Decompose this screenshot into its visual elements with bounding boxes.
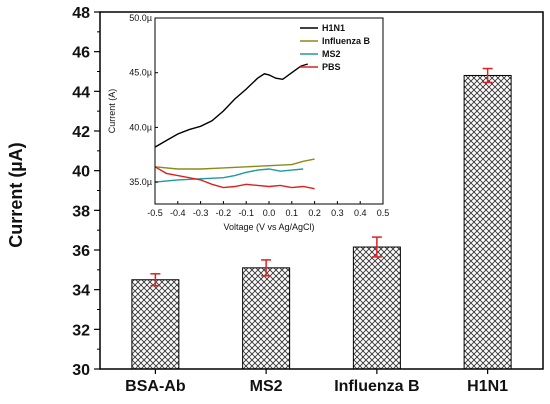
legend-label: H1N1 <box>322 23 345 33</box>
legend-label: Influenza B <box>322 36 371 46</box>
inset-x-tick-label: 0.3 <box>331 208 344 218</box>
inset-y-tick-label: 40.0µ <box>129 122 152 132</box>
main-axes: BSA-Ab MS2 Influenza B H1N1 30 32 34 36 38 40 42 44… <box>72 5 544 395</box>
inset-x-tick-label: 0.4 <box>354 208 367 218</box>
legend-label: PBS <box>322 62 341 72</box>
inset-x-tick-label: 0.1 <box>286 208 299 218</box>
bar-ms2 <box>242 267 291 370</box>
bar-influenza-b <box>352 246 401 370</box>
y-tick-label: 34 <box>72 283 90 300</box>
inset-x-tick-label: -0.5 <box>147 208 163 218</box>
inset-x-axis-label: Voltage (V vs Ag/AgCl) <box>223 222 314 232</box>
main-y-axis-label: Current (µA) <box>6 142 26 247</box>
y-tick-label: 32 <box>72 322 90 339</box>
inset-chart-background <box>155 18 383 204</box>
inset-x-tick-label: 0.2 <box>308 208 321 218</box>
y-tick-label: 40 <box>72 164 90 181</box>
inset-x-tick-label: -0.1 <box>238 208 254 218</box>
bar-bsa-ab <box>131 279 180 370</box>
y-tick-label: 36 <box>72 243 90 260</box>
x-tick-label: Influenza B <box>334 378 419 395</box>
inset-axes: -0.5 -0.4 -0.3 -0.2 -0.1 0.0 0.1 0.2 0.3 0.4 0.5 35… <box>129 13 389 218</box>
series-line-ms2 <box>154 168 304 183</box>
inset-x-tick-label: 0.0 <box>263 208 276 218</box>
inset-legend: H1N1 Influenza B MS2 PBS <box>300 23 371 72</box>
y-tick-label: 42 <box>72 124 90 141</box>
error-bar <box>482 67 493 84</box>
series-line-h1n1 <box>154 63 309 148</box>
inset-y-axis-label: Current (A) <box>107 89 117 134</box>
x-tick-label: MS2 <box>250 378 283 395</box>
inset-x-tick-label: -0.2 <box>216 208 232 218</box>
inset-x-tick-label: -0.3 <box>193 208 209 218</box>
bar-h1n1 <box>463 74 512 370</box>
inset-x-tick-label: -0.4 <box>170 208 186 218</box>
inset-y-tick-label: 45.0µ <box>129 68 152 78</box>
error-bar <box>371 236 382 258</box>
legend-entry: MS2 <box>300 49 341 59</box>
error-bar <box>150 273 161 287</box>
legend-entry: H1N1 <box>300 23 345 33</box>
y-tick-label: 38 <box>72 203 90 220</box>
error-bar <box>261 259 272 277</box>
legend-label: MS2 <box>322 49 341 59</box>
series-line-influenza-b <box>154 158 315 170</box>
inset-y-tick-label: 50.0µ <box>129 13 152 23</box>
y-tick-label: 30 <box>72 362 90 379</box>
y-tick-label: 44 <box>72 84 90 101</box>
inset-x-tick-label: 0.5 <box>377 208 390 218</box>
y-tick-label: 48 <box>72 5 90 22</box>
x-tick-label: BSA-Ab <box>125 378 186 395</box>
x-tick-label: H1N1 <box>467 378 508 395</box>
legend-entry: PBS <box>300 62 341 72</box>
main-error-bars <box>150 67 493 287</box>
series-line-pbs <box>154 166 315 190</box>
inset-y-tick-label: 35.0µ <box>129 177 152 187</box>
y-tick-label: 46 <box>72 45 90 62</box>
inset-series-lines <box>154 63 315 190</box>
legend-entry: Influenza B <box>300 36 371 46</box>
